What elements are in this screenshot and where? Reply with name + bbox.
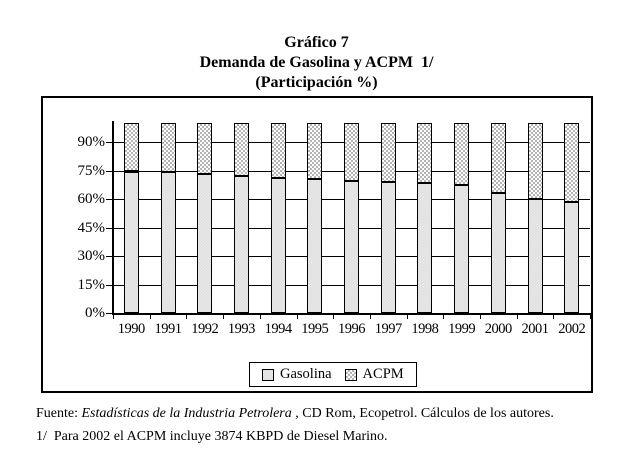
x-tick-label-1997: 1997: [374, 321, 403, 337]
x-tick-2: [186, 313, 188, 319]
x-tick-6: [333, 313, 335, 319]
x-tick-label-2000: 2000: [484, 321, 513, 337]
x-tick-label-1995: 1995: [301, 321, 329, 337]
y-tick-label-2: 30%: [77, 248, 106, 264]
x-tick-label-1994: 1994: [264, 321, 293, 337]
x-tick-label-2002: 2002: [558, 321, 586, 337]
y-tick-4: [106, 199, 114, 200]
legend-swatch-acpm-icon: [344, 368, 357, 381]
x-tick-11: [516, 313, 518, 319]
bar-gasolina-1996: [344, 181, 359, 313]
y-tick-3: [106, 227, 114, 229]
bar-gasolina-1993: [233, 176, 249, 313]
x-tick-9: [443, 313, 445, 319]
x-tick-label-1999: 1999: [448, 321, 476, 337]
x-tick-8: [406, 313, 408, 319]
x-tick-0: [113, 313, 114, 319]
x-tick-7: [369, 313, 371, 319]
bar-acpm-1999: [454, 123, 470, 185]
bar-gasolina-1990: [123, 171, 139, 313]
y-tick-label-5: 75%: [77, 162, 106, 179]
bar-gasolina-2002: [564, 201, 580, 313]
bar-acpm-1990: [123, 123, 139, 172]
footer-note: 1/ Para 2002 el ACPM incluye 3874 KBPD d…: [36, 429, 388, 444]
x-tick-3: [223, 313, 225, 319]
chart-title-line1: Gráfico 7: [284, 34, 349, 51]
x-tick-label-1998: 1998: [411, 321, 439, 337]
bar-gasolina-2001: [527, 199, 543, 313]
chart-frame: 0% 15% 30% 45% 60% 75% 90% 1990 1991 1992 1993 1994…: [41, 96, 593, 393]
bar-gasolina-1995: [307, 179, 323, 313]
chart-footer: Fuente: Estadísticas de la Industria Pet…: [36, 402, 626, 448]
legend-item-acpm: ACPM: [344, 366, 404, 383]
bar-gasolina-2000: [490, 193, 506, 313]
bar-acpm-2000: [490, 123, 506, 194]
bar-acpm-2002: [564, 123, 580, 202]
chart-title-line2: Demanda de Gasolina y ACPM 1/: [199, 54, 434, 71]
bar-acpm-1997: [380, 123, 396, 182]
x-tick-12: [553, 313, 555, 319]
bar-gasolina-1999: [454, 184, 470, 314]
bar-acpm-1998: [417, 123, 433, 183]
x-tick-label-1993: 1993: [227, 321, 256, 337]
bar-acpm-1995: [307, 123, 323, 179]
footer-source-title: Estadísticas de la Industria Petrolera: [81, 406, 292, 421]
chart-title-line3: (Participación %): [255, 74, 378, 91]
x-axis-line: [112, 313, 591, 315]
x-tick-label-1996: 1996: [338, 321, 366, 337]
bar-acpm-1993: [233, 123, 249, 177]
x-tick-5: [296, 313, 298, 319]
bar-gasolina-1991: [160, 172, 176, 313]
y-tick-0: [106, 313, 114, 314]
bar-acpm-1992: [197, 123, 213, 175]
bar-acpm-2001: [527, 123, 543, 199]
legend-label-acpm: ACPM: [362, 366, 404, 382]
y-tick-label-1: 15%: [77, 276, 106, 293]
y-tick-5: [106, 170, 114, 172]
bar-gasolina-1992: [197, 174, 213, 313]
bar-acpm-1991: [160, 123, 176, 173]
bar-acpm-1994: [270, 123, 286, 179]
legend-item-gasolina: Gasolina: [262, 366, 332, 383]
x-tick-label-1991: 1991: [154, 321, 183, 337]
y-tick-label-0: 0%: [85, 305, 105, 321]
x-tick-4: [259, 313, 261, 319]
bar-gasolina-1998: [417, 182, 433, 313]
y-tick-1: [106, 284, 114, 286]
y-tick-6: [106, 142, 114, 143]
footer-source: Fuente: Estadísticas de la Industria Pet…: [36, 406, 554, 421]
x-tick-1: [149, 313, 151, 319]
y-tick-label-3: 45%: [77, 219, 106, 236]
bar-gasolina-1997: [380, 181, 396, 313]
y-axis-line: [112, 121, 114, 314]
bar-gasolina-1994: [270, 178, 286, 313]
x-tick-label-1990: 1990: [117, 321, 146, 337]
plot-layer: 0% 15% 30% 45% 60% 75% 90% 1990 1991 1992 1993 1994…: [43, 98, 591, 391]
chart-title-block: Gráfico 7 Demanda de Gasolina y ACPM 1/ …: [0, 33, 633, 93]
bar-acpm-1996: [344, 123, 359, 181]
legend: Gasolina ACPM: [249, 362, 417, 387]
x-tick-13: [590, 313, 591, 319]
x-tick-label-2001: 2001: [521, 321, 550, 337]
y-tick-label-4: 60%: [77, 191, 106, 207]
x-tick-10: [479, 313, 481, 319]
x-tick-label-1992: 1992: [191, 321, 219, 337]
legend-swatch-gasolina-icon: [262, 368, 274, 381]
legend-label-gasolina: Gasolina: [280, 366, 332, 382]
y-tick-label-6: 90%: [77, 134, 106, 150]
y-tick-2: [106, 256, 114, 257]
